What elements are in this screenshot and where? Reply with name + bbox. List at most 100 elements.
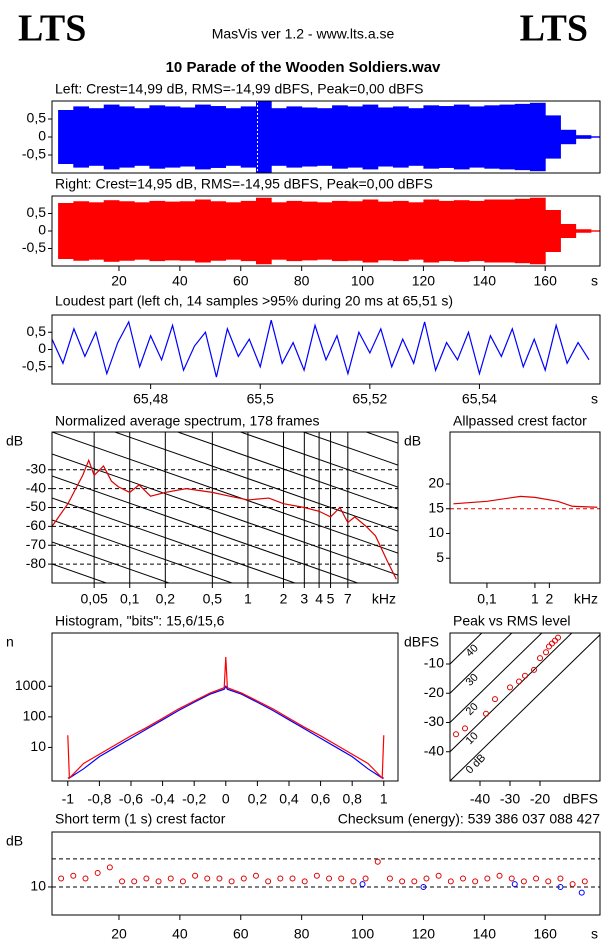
slope-line bbox=[52, 497, 297, 583]
wave-envelope bbox=[88, 202, 105, 260]
wave-envelope bbox=[423, 105, 440, 169]
wave-envelope bbox=[255, 197, 272, 265]
wave-envelope bbox=[453, 104, 470, 170]
plot-frame bbox=[51, 195, 601, 267]
file-name: 10 Parade of the Wooden Soldiers.wav bbox=[166, 59, 441, 76]
slope-line bbox=[52, 519, 234, 583]
x-tick-label: 65,52 bbox=[352, 391, 387, 407]
data-point bbox=[472, 878, 479, 885]
x-tick-label: 0,2 bbox=[248, 791, 268, 807]
wave-envelope bbox=[179, 201, 196, 261]
y-tick-label: 15 bbox=[428, 499, 444, 515]
data-point bbox=[216, 875, 223, 882]
plot-frame bbox=[51, 431, 399, 584]
x-unit: kHz bbox=[574, 591, 598, 607]
data-point bbox=[581, 878, 588, 885]
x-tick-label: 20 bbox=[111, 926, 127, 942]
slope-line bbox=[52, 850, 398, 946]
y-tick-label: -40 bbox=[26, 479, 46, 495]
wave-envelope bbox=[423, 199, 440, 263]
x-tick-label: 120 bbox=[412, 273, 436, 289]
data-point bbox=[131, 878, 138, 885]
y-tick-label: 10 bbox=[428, 524, 444, 540]
wave-envelope bbox=[529, 102, 546, 172]
data-point bbox=[537, 655, 543, 662]
x-tick-label: 100 bbox=[351, 926, 375, 942]
x-tick-label: 1 bbox=[244, 591, 252, 607]
slope-line bbox=[301, 432, 398, 466]
panel-title: Peak vs RMS level bbox=[453, 613, 570, 629]
y-tick-label: -30 bbox=[26, 460, 46, 476]
y-unit: n bbox=[6, 634, 14, 650]
data-point bbox=[362, 875, 369, 882]
data-point bbox=[82, 875, 89, 882]
x-tick-label: 65,48 bbox=[133, 391, 168, 407]
x-unit: s bbox=[591, 273, 598, 289]
data-point bbox=[58, 875, 65, 882]
wave-envelope bbox=[164, 106, 181, 168]
x-tick-label: 0,8 bbox=[342, 791, 362, 807]
wave-envelope bbox=[514, 103, 531, 171]
data-point bbox=[143, 875, 150, 882]
y-tick-label: -20 bbox=[424, 684, 444, 700]
plot-area bbox=[67, 657, 385, 780]
plot-frame bbox=[51, 314, 601, 385]
y-tick-label: 10 bbox=[30, 738, 46, 754]
y-tick-label: -40 bbox=[424, 742, 444, 758]
wave-envelope bbox=[149, 200, 166, 262]
wave-envelope bbox=[332, 105, 348, 169]
wave-envelope bbox=[149, 105, 166, 169]
wave-envelope bbox=[73, 201, 90, 261]
x-tick-label: 120 bbox=[412, 926, 436, 942]
y-unit: dB bbox=[404, 433, 421, 449]
plot-area bbox=[58, 101, 600, 173]
wave-envelope bbox=[347, 201, 364, 261]
data-point bbox=[447, 878, 454, 885]
wave-envelope bbox=[210, 201, 227, 261]
data-point bbox=[555, 634, 561, 641]
data-point bbox=[508, 875, 515, 882]
data-point bbox=[569, 881, 576, 888]
wave-envelope bbox=[469, 106, 485, 168]
data-point bbox=[516, 678, 522, 685]
wave-envelope bbox=[377, 201, 394, 261]
wave-envelope bbox=[590, 136, 600, 138]
wave-envelope bbox=[286, 200, 303, 262]
wave-envelope bbox=[225, 202, 242, 260]
data-point bbox=[350, 878, 357, 885]
x-tick-label: 0,4 bbox=[279, 791, 299, 807]
x-tick-label: -0,2 bbox=[182, 791, 206, 807]
wave-envelope bbox=[575, 229, 592, 233]
x-tick-label: 65,5 bbox=[247, 391, 274, 407]
y-tick-label: -10 bbox=[424, 655, 444, 671]
wave-envelope bbox=[408, 202, 424, 260]
crest-line bbox=[450, 634, 600, 781]
crest-line-label: 40 bbox=[464, 642, 481, 659]
wave-envelope bbox=[347, 106, 364, 168]
wave-envelope bbox=[118, 201, 135, 261]
wave-envelope bbox=[484, 105, 501, 169]
data-point bbox=[167, 875, 174, 882]
x-tick-label: 60 bbox=[233, 273, 249, 289]
data-line bbox=[67, 684, 384, 779]
wave-envelope bbox=[103, 200, 120, 262]
data-point bbox=[496, 872, 503, 879]
wave-envelope bbox=[484, 199, 501, 263]
x-tick-label: 1 bbox=[531, 591, 539, 607]
y-tick-label: 1000 bbox=[15, 677, 46, 693]
data-point bbox=[204, 875, 211, 882]
logo: LTS bbox=[520, 8, 588, 50]
data-point bbox=[106, 864, 113, 871]
y-tick-label: -0,5 bbox=[22, 239, 46, 255]
data-point bbox=[119, 878, 126, 885]
plot-area bbox=[450, 495, 600, 510]
slope-line bbox=[52, 432, 398, 554]
wave-envelope bbox=[438, 106, 455, 168]
data-point bbox=[531, 666, 537, 673]
data-point bbox=[483, 710, 489, 717]
x-tick-label: 0,6 bbox=[311, 791, 331, 807]
y-tick-label: -80 bbox=[26, 555, 46, 571]
plot-area bbox=[58, 197, 600, 265]
y-tick-label: -60 bbox=[26, 517, 46, 533]
